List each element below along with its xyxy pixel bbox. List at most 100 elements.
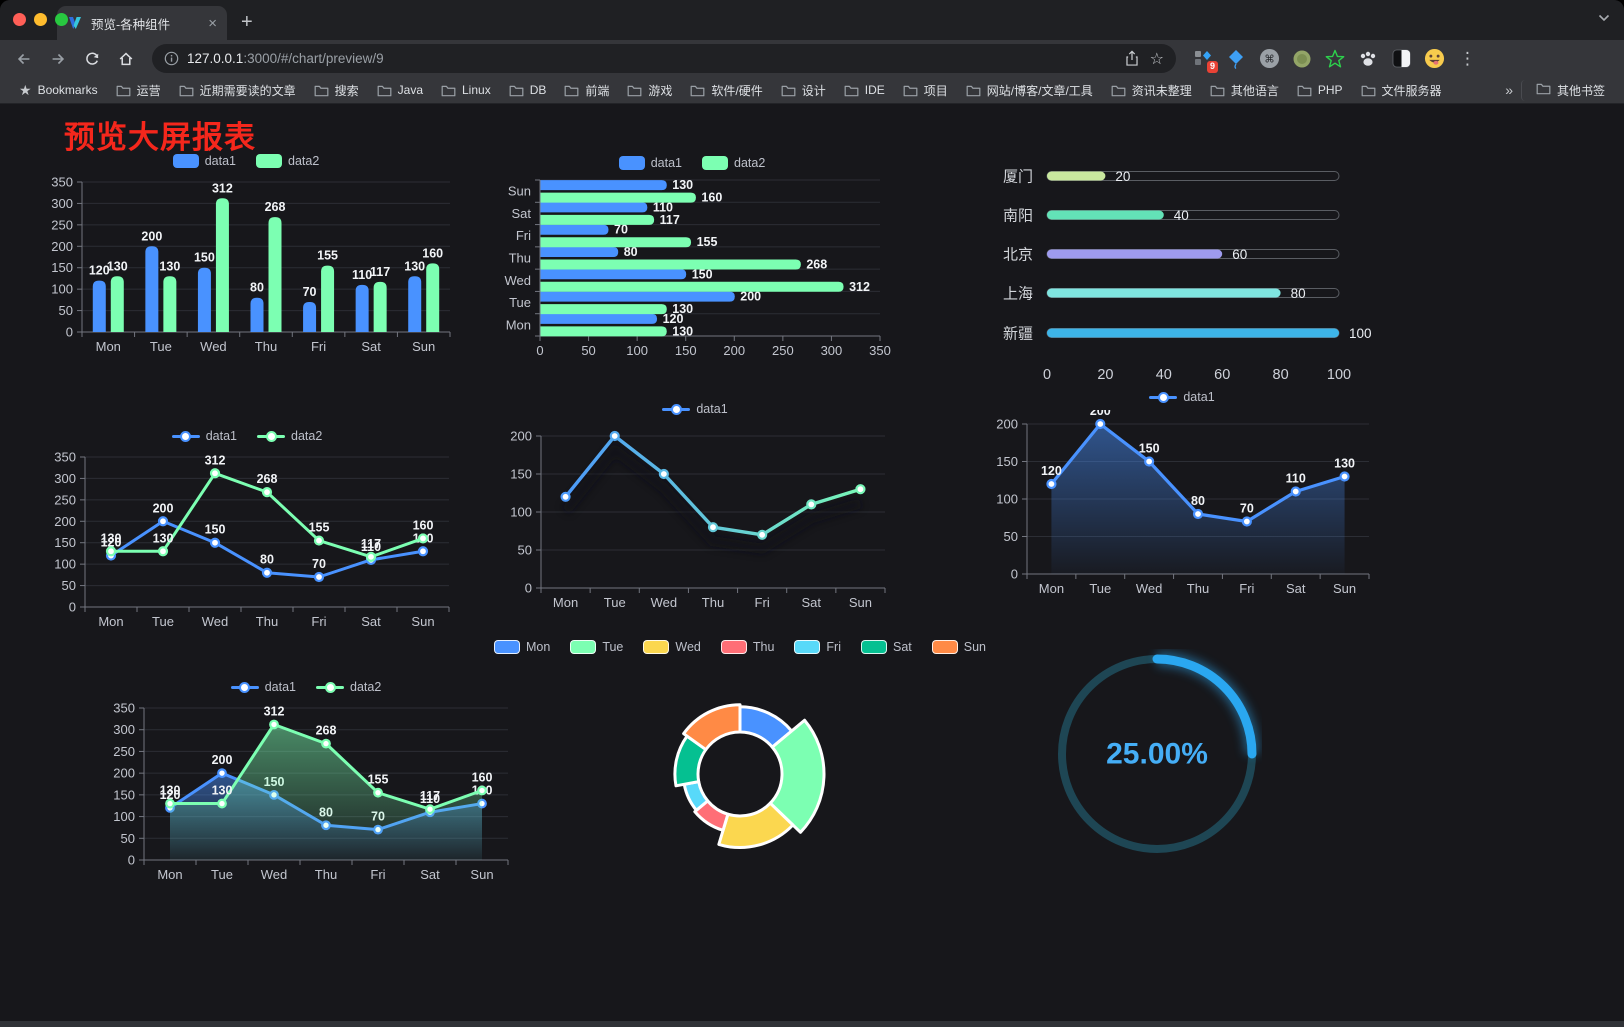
extension-star-icon[interactable] — [1324, 48, 1346, 70]
legend-item-data1[interactable]: data1 — [662, 402, 728, 416]
extension-kite-icon[interactable] — [1225, 48, 1247, 70]
legend-item-data1[interactable]: data1 — [230, 680, 296, 694]
reload-button[interactable] — [78, 45, 106, 73]
forward-button[interactable] — [44, 45, 72, 73]
bookmark-folder[interactable]: 前端 — [557, 80, 616, 101]
bookmark-star-icon[interactable]: ☆ — [1149, 50, 1164, 68]
svg-text:20: 20 — [1097, 367, 1113, 383]
bookmark-folder[interactable]: DB — [502, 81, 554, 99]
legend-item-data1[interactable]: data1 — [171, 429, 237, 443]
svg-text:160: 160 — [413, 518, 434, 532]
bookmark-folder[interactable]: 其他语言 — [1203, 80, 1286, 101]
address-bar[interactable]: 127.0.0.1:3000/#/chart/preview/9 ☆ — [152, 44, 1176, 73]
bookmark-folder[interactable]: 游戏 — [620, 80, 679, 101]
svg-text:Thu: Thu — [509, 251, 531, 266]
legend-marker — [316, 681, 344, 693]
legend-item-data2[interactable]: data2 — [702, 156, 765, 170]
legend-marker — [720, 640, 747, 654]
chart-legend: Mon Tue Wed Thu Fri Sat Sun — [493, 637, 986, 657]
bookmark-folder[interactable]: 软件/硬件 — [683, 80, 769, 101]
svg-text:0: 0 — [128, 853, 135, 868]
bookmark-folder[interactable]: Linux — [434, 81, 498, 99]
browser-menu-icon[interactable]: ⋮ — [1459, 48, 1476, 68]
svg-text:Mon: Mon — [553, 595, 578, 610]
legend-marker — [662, 403, 691, 415]
share-icon[interactable] — [1124, 50, 1140, 67]
bookmark-folder[interactable]: 文件服务器 — [1354, 80, 1449, 101]
legend-marker — [931, 640, 958, 654]
svg-text:350: 350 — [51, 175, 73, 190]
legend-item-Tue[interactable]: Tue — [570, 640, 623, 654]
svg-text:120: 120 — [663, 312, 684, 326]
chart-canvas-line-gradient: 0 50 100 150 200 Mon Tue Wed Thu Fri Sat Sun — [510, 429, 886, 610]
page-info-icon[interactable] — [164, 51, 179, 66]
legend-item-data2[interactable]: data2 — [316, 680, 381, 694]
chart-progress-bars: 厦门 20 南阳 40 北京 60 上海 80 新疆 100 0 20 40 60 80 100 — [985, 151, 1383, 401]
bookmark-folder[interactable]: 搜索 — [307, 80, 366, 101]
chart-legend: data1 data2 — [33, 426, 461, 446]
bookmark-folder[interactable]: 设计 — [774, 80, 833, 101]
svg-text:40: 40 — [1156, 367, 1172, 383]
legend-item-Mon[interactable]: Mon — [493, 640, 550, 654]
chart-legend: data1 — [495, 399, 895, 419]
new-tab-button[interactable]: + — [241, 11, 253, 33]
legend-item-Sun[interactable]: Sun — [931, 640, 986, 654]
bookmark-folder[interactable]: PHP — [1290, 81, 1350, 99]
svg-text:130: 130 — [404, 259, 425, 273]
extension-dict-icon[interactable]: 9 — [1192, 48, 1218, 73]
legend-item-data1[interactable]: data1 — [172, 154, 236, 168]
svg-text:Sat: Sat — [420, 867, 440, 882]
chart-ring-progress: 25.00% — [1052, 649, 1262, 864]
chart-canvas-progress-bars: 厦门 20 南阳 40 北京 60 上海 80 新疆 100 0 20 40 60 80 100 — [1003, 169, 1372, 384]
legend-item-data1[interactable]: data1 — [1149, 390, 1215, 404]
tab-close-icon[interactable]: × — [208, 14, 217, 32]
legend-item-Thu[interactable]: Thu — [720, 640, 774, 654]
extension-command-icon[interactable]: ⌘ — [1258, 48, 1280, 70]
minimize-window-button[interactable] — [34, 13, 47, 26]
svg-text:40: 40 — [1174, 208, 1189, 223]
bookmark-folder[interactable]: 网站/博客/文章/工具 — [959, 80, 1100, 101]
legend-item-Sat[interactable]: Sat — [861, 640, 912, 654]
legend-item-Fri[interactable]: Fri — [794, 640, 841, 654]
browser-tab[interactable]: 预览-各种组件 × — [57, 6, 227, 40]
bookmarks-overflow-chevron[interactable]: » — [1505, 82, 1513, 98]
svg-text:20: 20 — [1115, 169, 1130, 184]
maximize-window-button[interactable] — [55, 13, 68, 26]
bookmark-folder[interactable]: 项目 — [896, 80, 955, 101]
other-bookmarks-folder[interactable]: 其他书签 — [1520, 79, 1612, 101]
bookmark-folder[interactable]: 近期需要读的文章 — [172, 80, 303, 101]
folder-icon — [564, 84, 579, 97]
bookmarks-manager[interactable]: ★ Bookmarks — [12, 80, 105, 101]
svg-text:130: 130 — [153, 531, 174, 545]
svg-text:Mon: Mon — [506, 317, 531, 332]
bookmark-folder[interactable]: IDE — [837, 81, 892, 99]
bookmark-folder[interactable]: 运营 — [109, 80, 168, 101]
svg-text:新疆: 新疆 — [1003, 326, 1033, 343]
extension-green-dot-icon[interactable] — [1291, 48, 1313, 70]
svg-text:50: 50 — [59, 303, 73, 318]
svg-text:130: 130 — [160, 784, 181, 798]
home-button[interactable] — [112, 45, 140, 73]
legend-marker — [230, 681, 259, 693]
legend-item-data2[interactable]: data2 — [256, 154, 319, 168]
bookmark-folder[interactable]: 资讯未整理 — [1104, 80, 1199, 101]
bookmark-folder[interactable]: Java — [370, 81, 430, 99]
svg-text:100: 100 — [626, 343, 648, 358]
extension-darkreader-icon[interactable] — [1390, 48, 1412, 70]
legend-item-data1[interactable]: data1 — [618, 156, 682, 170]
chevron-down-icon[interactable] — [1598, 14, 1610, 22]
svg-text:Tue: Tue — [152, 614, 174, 629]
folder-icon — [179, 84, 194, 97]
back-button[interactable] — [10, 45, 38, 73]
svg-text:80: 80 — [260, 553, 274, 567]
close-window-button[interactable] — [13, 13, 26, 26]
svg-text:150: 150 — [675, 343, 697, 358]
svg-text:130: 130 — [101, 531, 122, 545]
legend-marker — [256, 154, 282, 168]
extension-emoji-icon[interactable] — [1423, 48, 1445, 70]
folder-icon — [441, 84, 456, 97]
legend-item-Wed[interactable]: Wed — [643, 640, 701, 654]
chart-bar-vertical: data1 data2 0 50 100 150 200 250 300 350 Mon Tue Wed… — [30, 151, 462, 375]
legend-item-data2[interactable]: data2 — [257, 429, 322, 443]
extension-paw-icon[interactable] — [1357, 48, 1379, 70]
